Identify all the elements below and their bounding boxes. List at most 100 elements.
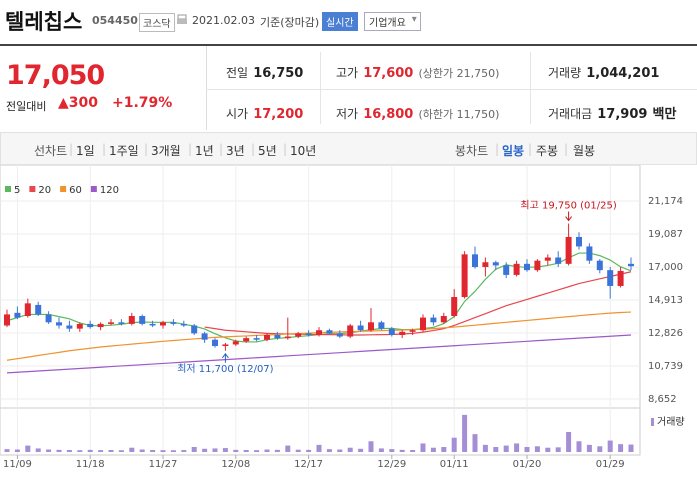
candle-body bbox=[139, 315, 146, 324]
volume-bar bbox=[77, 450, 83, 452]
candle-body bbox=[586, 246, 593, 261]
print-icon[interactable] bbox=[176, 14, 188, 26]
candle-body bbox=[544, 257, 551, 261]
annotation-arrowhead bbox=[565, 216, 572, 222]
separator: | bbox=[144, 142, 149, 156]
value: 17,200 bbox=[253, 107, 304, 122]
chart: 21,174 19,087 17,000 14,913 12,826 10,739 8,65… bbox=[0, 165, 685, 470]
separator: | bbox=[495, 142, 500, 156]
volume-bar bbox=[555, 447, 561, 452]
volume-bar bbox=[326, 449, 332, 452]
volume-bar bbox=[129, 447, 135, 452]
volume-bar bbox=[441, 447, 447, 452]
candle-body bbox=[170, 322, 177, 324]
candle-body bbox=[243, 338, 250, 342]
x-tick-label: 01/29 bbox=[596, 459, 625, 470]
candle-tab[interactable]: 월봉 bbox=[573, 144, 596, 158]
candle-body bbox=[66, 325, 73, 329]
candle-body bbox=[253, 338, 260, 340]
volume-bar bbox=[4, 449, 10, 452]
candle-body bbox=[336, 333, 343, 337]
divider bbox=[0, 44, 697, 46]
value: 16,750 bbox=[253, 66, 304, 81]
candle-tab[interactable]: 일봉 bbox=[502, 144, 525, 158]
volume-bar bbox=[566, 432, 572, 452]
candle-tab[interactable]: 주봉 bbox=[536, 144, 559, 158]
volume-bar bbox=[170, 450, 176, 452]
volume-legend-swatch bbox=[651, 418, 654, 426]
legend-label: 20 bbox=[38, 185, 51, 196]
realtime-button[interactable]: 실시간 bbox=[322, 12, 358, 31]
change: ▲300 bbox=[58, 95, 98, 111]
candle-body bbox=[284, 336, 291, 339]
candle-body bbox=[347, 325, 354, 337]
annotation: 최고 19,750 (01/25) bbox=[520, 200, 616, 212]
candle-body bbox=[201, 333, 208, 340]
annotation: 최저 11,700 (12/07) bbox=[177, 363, 273, 375]
volume-bar bbox=[25, 445, 31, 452]
label: 고가 bbox=[336, 66, 359, 80]
x-tick-label: 12/17 bbox=[294, 459, 323, 470]
candle-body bbox=[97, 323, 104, 328]
company-button[interactable]: 기업개요 ▾ bbox=[364, 12, 421, 31]
value: 1,044,201 bbox=[586, 66, 660, 81]
x-tick-label: 11/27 bbox=[149, 459, 178, 470]
candle-body bbox=[607, 270, 614, 286]
note: (상한가 21,750) bbox=[418, 67, 500, 80]
volume-bar bbox=[191, 447, 197, 452]
volume-bar bbox=[254, 450, 260, 452]
volume-bar bbox=[202, 448, 208, 452]
volume-bar bbox=[87, 449, 93, 452]
divider bbox=[320, 52, 321, 124]
volume-bar bbox=[358, 448, 364, 452]
candle-body bbox=[264, 334, 270, 340]
period-tab[interactable]: 1일 bbox=[76, 144, 95, 158]
candle-body bbox=[222, 344, 229, 347]
candle-body bbox=[14, 312, 21, 318]
summary-low: 저가 16,800 (하한가 11,750) bbox=[336, 103, 499, 122]
y-tick-label: 17,000 bbox=[648, 262, 683, 273]
volume-bar bbox=[35, 448, 41, 452]
volume-bar bbox=[597, 446, 603, 452]
candle-body bbox=[56, 322, 62, 326]
value: 16,800 bbox=[363, 107, 414, 122]
volume-bar bbox=[493, 447, 499, 452]
x-tick-label: 01/20 bbox=[513, 459, 542, 470]
volume-bar bbox=[482, 444, 488, 452]
candle-body bbox=[160, 322, 166, 326]
candle-body bbox=[108, 322, 114, 324]
period-tab[interactable]: 10년 bbox=[290, 144, 317, 158]
volume-bar bbox=[212, 448, 218, 452]
candle-body bbox=[482, 262, 489, 267]
separator: | bbox=[528, 142, 533, 156]
candle-body bbox=[24, 303, 31, 316]
candle-body bbox=[565, 236, 572, 264]
candle-body bbox=[128, 315, 135, 324]
period-tab[interactable]: 3개월 bbox=[151, 144, 181, 158]
label: 거래량 bbox=[548, 66, 582, 80]
volume-bar bbox=[399, 449, 405, 452]
candle-body bbox=[461, 254, 468, 298]
line-chart-label: 선차트 bbox=[34, 144, 68, 158]
period-tab[interactable]: 5년 bbox=[258, 144, 277, 158]
separator: | bbox=[219, 142, 224, 156]
volume-bar bbox=[181, 450, 187, 452]
candle-body bbox=[76, 323, 83, 329]
candle-body bbox=[524, 263, 530, 271]
separator: | bbox=[102, 142, 107, 156]
summary-open: 시가 17,200 bbox=[226, 103, 303, 122]
candle-body bbox=[180, 323, 187, 326]
candle-body bbox=[399, 331, 406, 335]
legend-label: 120 bbox=[100, 185, 119, 196]
volume-bar bbox=[243, 450, 249, 452]
period-tab[interactable]: 1년 bbox=[195, 144, 214, 158]
period-tab[interactable]: 3년 bbox=[226, 144, 245, 158]
candle-body bbox=[617, 270, 624, 286]
volume-legend: 거래량 bbox=[657, 416, 685, 428]
candle-body bbox=[492, 262, 499, 266]
x-tick-label: 12/29 bbox=[377, 459, 406, 470]
candle-body bbox=[149, 323, 156, 326]
period-tab[interactable]: 1주일 bbox=[109, 144, 139, 158]
volume-bar bbox=[337, 449, 343, 452]
volume-bar bbox=[233, 449, 239, 452]
